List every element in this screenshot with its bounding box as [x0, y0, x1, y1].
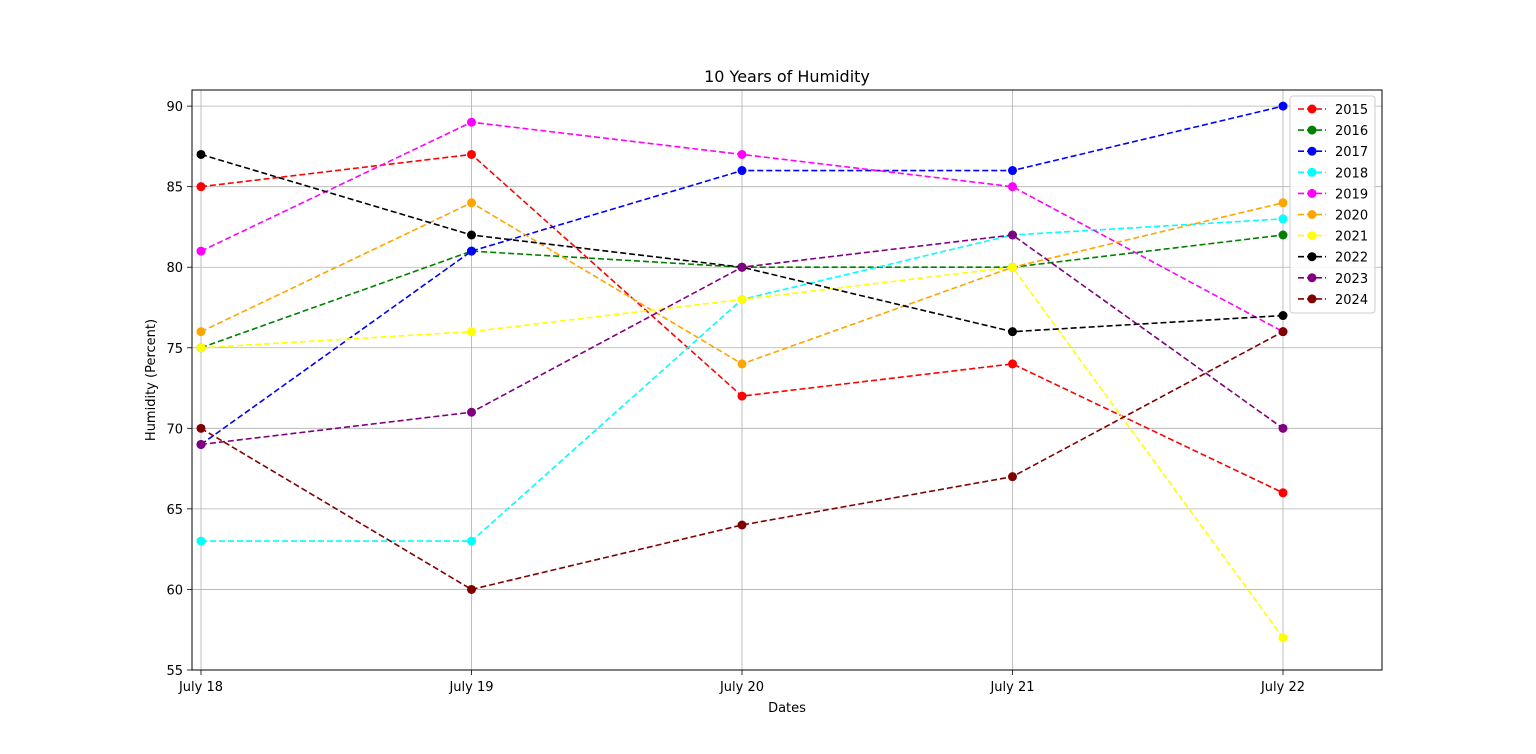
data-point-2020	[196, 327, 206, 337]
data-point-2015	[737, 391, 747, 401]
y-tick-label: 85	[166, 181, 183, 196]
chart-title: 10 Years of Humidity	[704, 67, 870, 86]
series-line-2024	[200, 330, 1284, 591]
series-group	[196, 101, 1288, 643]
series-2023	[196, 230, 1288, 449]
data-point-2018	[467, 536, 476, 546]
legend-label-2016: 2016	[1335, 124, 1368, 139]
x-tick-label: July 21	[989, 680, 1034, 695]
data-point-2021	[1278, 633, 1288, 643]
data-point-2018	[1278, 214, 1288, 224]
plot-area-frame	[191, 89, 1383, 671]
data-point-2017	[737, 166, 747, 176]
legend-marker-2020	[1307, 210, 1317, 219]
data-point-2022	[467, 230, 476, 240]
data-point-2023	[196, 439, 206, 449]
data-point-2021	[196, 343, 206, 353]
data-point-2024	[1008, 472, 1017, 482]
data-point-2019	[467, 117, 476, 127]
legend-marker-2019	[1307, 188, 1317, 198]
series-2020	[196, 198, 1288, 369]
legend-marker-2022	[1307, 252, 1317, 262]
y-tick-label: 60	[166, 583, 183, 598]
x-axis-ticks: July 18 July 19 July 20 July 21 July 22	[178, 670, 1305, 695]
y-tick-label: 75	[166, 342, 183, 357]
legend-label-2018: 2018	[1335, 166, 1368, 181]
data-point-2019	[1008, 182, 1017, 192]
legend-marker-2023	[1307, 273, 1317, 283]
legend-label-2024: 2024	[1335, 293, 1368, 308]
data-point-2018	[196, 536, 206, 546]
data-point-2024	[467, 584, 476, 594]
legend-label-2015: 2015	[1335, 103, 1368, 118]
legend-label-2022: 2022	[1335, 251, 1368, 266]
x-tick-label: July 18	[178, 680, 223, 695]
data-point-2021	[1008, 262, 1017, 272]
data-point-2017	[1278, 101, 1288, 111]
x-tick-label: July 20	[719, 680, 764, 695]
data-point-2024	[1278, 327, 1288, 337]
legend-label-2021: 2021	[1335, 230, 1368, 245]
data-point-2024	[737, 520, 747, 530]
data-point-2021	[737, 294, 747, 304]
y-tick-label: 70	[166, 422, 183, 437]
data-point-2015	[1008, 359, 1017, 369]
x-axis-label: Dates	[768, 701, 806, 716]
data-point-2017	[467, 246, 476, 256]
legend-marker-2016	[1307, 125, 1317, 135]
legend-marker-2015	[1307, 104, 1317, 114]
data-point-2017	[1008, 166, 1017, 176]
data-point-2023	[737, 262, 747, 272]
data-point-2022	[1278, 311, 1288, 321]
data-point-2020	[737, 359, 747, 369]
legend-marker-2021	[1307, 231, 1317, 241]
x-tick-label: July 22	[1260, 680, 1305, 695]
series-2024	[196, 327, 1288, 594]
y-tick-label: 90	[166, 100, 183, 115]
legend: 2015 2016 2017 2018 2019 2020 2021 2022 2023 2024	[1289, 95, 1376, 314]
data-point-2023	[1278, 423, 1288, 433]
series-2021	[196, 262, 1288, 643]
data-point-2021	[467, 327, 476, 337]
data-point-2022	[196, 149, 206, 159]
legend-label-2023: 2023	[1335, 272, 1368, 287]
data-point-2023	[1008, 230, 1017, 240]
legend-label-2020: 2020	[1335, 209, 1368, 224]
data-point-2020	[467, 198, 476, 208]
data-point-2024	[196, 423, 206, 433]
data-point-2020	[1278, 198, 1288, 208]
y-tick-label: 55	[166, 664, 183, 679]
x-tick-label: July 19	[448, 680, 493, 695]
data-point-2023	[467, 407, 476, 417]
legend-marker-2018	[1307, 167, 1317, 177]
data-point-2015	[196, 182, 206, 192]
data-point-2015	[467, 149, 476, 159]
data-point-2019	[196, 246, 206, 256]
data-point-2022	[1008, 327, 1017, 337]
data-point-2016	[1278, 230, 1288, 240]
data-point-2019	[737, 149, 747, 159]
legend-label-2017: 2017	[1335, 145, 1368, 160]
legend-label-2019: 2019	[1335, 187, 1368, 202]
y-axis-ticks: 55 60 65 70 75 80 85 90	[166, 100, 192, 679]
legend-marker-2024	[1307, 294, 1317, 304]
data-point-2015	[1278, 488, 1288, 498]
y-tick-label: 65	[166, 503, 183, 518]
legend-marker-2017	[1307, 146, 1317, 156]
y-tick-label: 80	[166, 261, 183, 276]
y-axis-label: Humidity (Percent)	[144, 319, 159, 441]
